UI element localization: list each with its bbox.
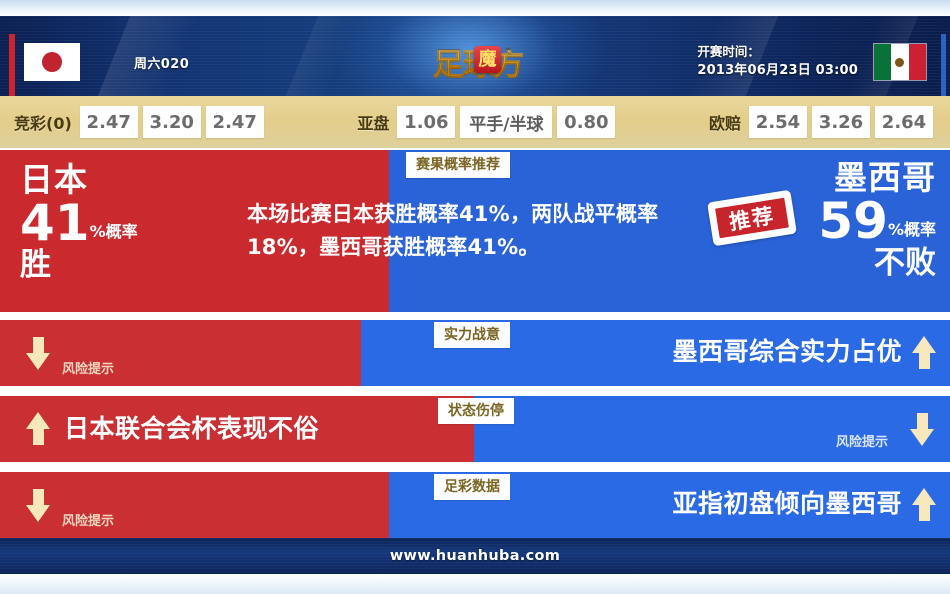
row1-right-headline: 墨西哥综合实力占优 <box>672 337 902 366</box>
away-team-name: 墨西哥 <box>834 158 936 197</box>
japan-flag-disc <box>42 52 62 72</box>
header-sheen-2 <box>269 16 371 96</box>
euro-odds-home[interactable]: 2.54 <box>749 106 808 138</box>
row2-blue-panel: 风险提示 <box>474 396 950 462</box>
asian-handicap[interactable]: 平手/半球 <box>460 106 553 138</box>
row2-left-headline: 日本联合会杯表现不俗 <box>64 414 320 443</box>
away-probability-block: 墨西哥 59%概率 不败 <box>818 158 936 281</box>
euro-label: 欧赔 <box>709 114 742 133</box>
row3-left-risk-note: 风险提示 <box>62 514 115 529</box>
row3-up-arrow-icon <box>912 488 936 522</box>
row2-down-arrow-icon <box>910 412 934 446</box>
kickoff-label: 开赛时间： <box>697 44 760 59</box>
jingcai-label: 竞彩(0) <box>14 114 72 133</box>
row1-left-risk-note: 风险提示 <box>62 362 115 377</box>
asian-odds-away[interactable]: 0.80 <box>557 106 616 138</box>
top-gradient-strip <box>0 0 950 16</box>
footer-url[interactable]: www.huanhuba.com <box>389 548 561 564</box>
section-badge-strength: 实力战意 <box>434 322 510 348</box>
kickoff-time: 开赛时间： 2013年06月23日 03:00 <box>697 42 858 80</box>
row1-red-panel: 风险提示 <box>0 320 361 386</box>
odds-group-jingcai: 竞彩(0) 2.47 3.20 2.47 <box>0 106 269 138</box>
jingcai-odds-away[interactable]: 2.47 <box>205 106 264 138</box>
match-header: 周六020 足球方 魔 开赛时间： 2013年06月23日 03:00 <box>0 16 950 96</box>
row2-up-arrow-icon <box>26 412 50 446</box>
recommend-stamp-text: 推荐 <box>727 203 777 235</box>
bottom-gradient-strip <box>0 574 950 594</box>
row1-down-arrow-icon <box>26 336 50 370</box>
section-badge-probability: 赛果概率推荐 <box>406 152 510 178</box>
asian-label: 亚盘 <box>357 114 390 133</box>
match-number: 周六020 <box>134 57 190 72</box>
away-percent-value: 59 <box>818 192 888 250</box>
away-result-label: 不败 <box>874 245 936 281</box>
odds-bar: 竞彩(0) 2.47 3.20 2.47 亚盘 1.06 平手/半球 0.80 … <box>0 96 950 148</box>
away-percent-suffix: %概率 <box>887 220 936 239</box>
jingcai-odds-draw[interactable]: 3.20 <box>142 106 201 138</box>
probability-summary: 本场比赛日本获胜概率41%，两队战平概率18%，墨西哥获胜概率41%。 <box>247 202 659 259</box>
row2-right-risk-note: 风险提示 <box>835 435 888 450</box>
euro-odds-draw[interactable]: 3.26 <box>812 106 871 138</box>
mexico-flag-green <box>874 44 892 80</box>
home-percent-suffix: %概率 <box>89 222 138 241</box>
odds-group-asian: 亚盘 1.06 平手/半球 0.80 <box>343 106 620 138</box>
mexico-flag-icon <box>873 43 927 81</box>
section-badge-lottery-data: 足彩数据 <box>434 474 510 500</box>
mexico-flag-red <box>908 44 926 80</box>
row3-red-panel: 风险提示 <box>0 472 389 538</box>
site-logo-badge: 魔 <box>474 46 501 73</box>
footer-bar: www.huanhuba.com <box>0 538 950 574</box>
site-logo-badge-char: 魔 <box>478 49 497 70</box>
home-result-label: 胜 <box>20 247 51 283</box>
row3-right-headline: 亚指初盘倾向墨西哥 <box>672 489 902 518</box>
site-logo[interactable]: 足球方 魔 <box>412 40 544 90</box>
recommend-stamp-inner: 推荐 <box>712 195 792 241</box>
row3-down-arrow-icon <box>26 488 50 522</box>
info-row-form-injury: 日本联合会杯表现不俗 风险提示 <box>0 396 950 462</box>
kickoff-value: 2013年06月23日 03:00 <box>697 63 858 78</box>
asian-odds-home[interactable]: 1.06 <box>397 106 456 138</box>
odds-group-euro: 欧赔 2.54 3.26 2.64 <box>695 106 938 138</box>
home-probability-block: 日本 41%概率 胜 <box>20 160 138 283</box>
section-badge-form-injury: 状态伤停 <box>438 398 514 424</box>
right-blue-accent-bar <box>941 34 946 96</box>
home-percent-value: 41 <box>20 194 90 252</box>
jingcai-odds-home[interactable]: 2.47 <box>79 106 138 138</box>
row1-up-arrow-icon <box>912 336 936 370</box>
home-team-name: 日本 <box>20 160 88 199</box>
euro-odds-away[interactable]: 2.64 <box>875 106 934 138</box>
mexico-flag-white <box>891 44 909 80</box>
probability-red-panel <box>0 150 389 312</box>
info-row-strength: 风险提示 墨西哥综合实力占优 <box>0 320 950 386</box>
japan-flag-icon <box>24 43 80 81</box>
row2-red-panel: 日本联合会杯表现不俗 <box>0 396 474 462</box>
left-red-accent-bar <box>9 34 15 96</box>
